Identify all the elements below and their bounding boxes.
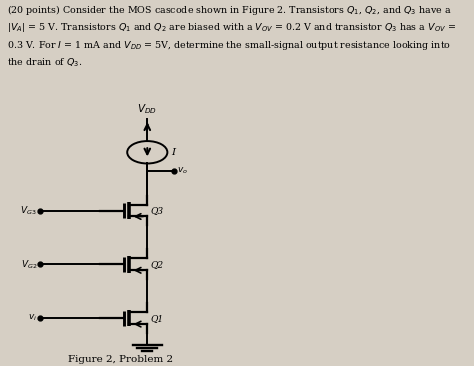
Text: Q2: Q2 — [151, 260, 164, 269]
Text: Q3: Q3 — [151, 206, 164, 215]
Text: $v_o$: $v_o$ — [177, 166, 188, 176]
Text: $V_{G3}$: $V_{G3}$ — [20, 204, 37, 217]
Text: $V_{DD}$: $V_{DD}$ — [137, 102, 157, 116]
Text: $V_{G2}$: $V_{G2}$ — [20, 258, 37, 270]
Text: Q1: Q1 — [151, 314, 164, 323]
Text: (20 points) Consider the MOS cascode shown in Figure 2. Transistors $Q_1$, $Q_2$: (20 points) Consider the MOS cascode sho… — [7, 3, 456, 69]
Text: $v_i$: $v_i$ — [28, 313, 37, 324]
Text: Figure 2, Problem 2: Figure 2, Problem 2 — [68, 355, 173, 364]
Text: I: I — [172, 148, 175, 157]
